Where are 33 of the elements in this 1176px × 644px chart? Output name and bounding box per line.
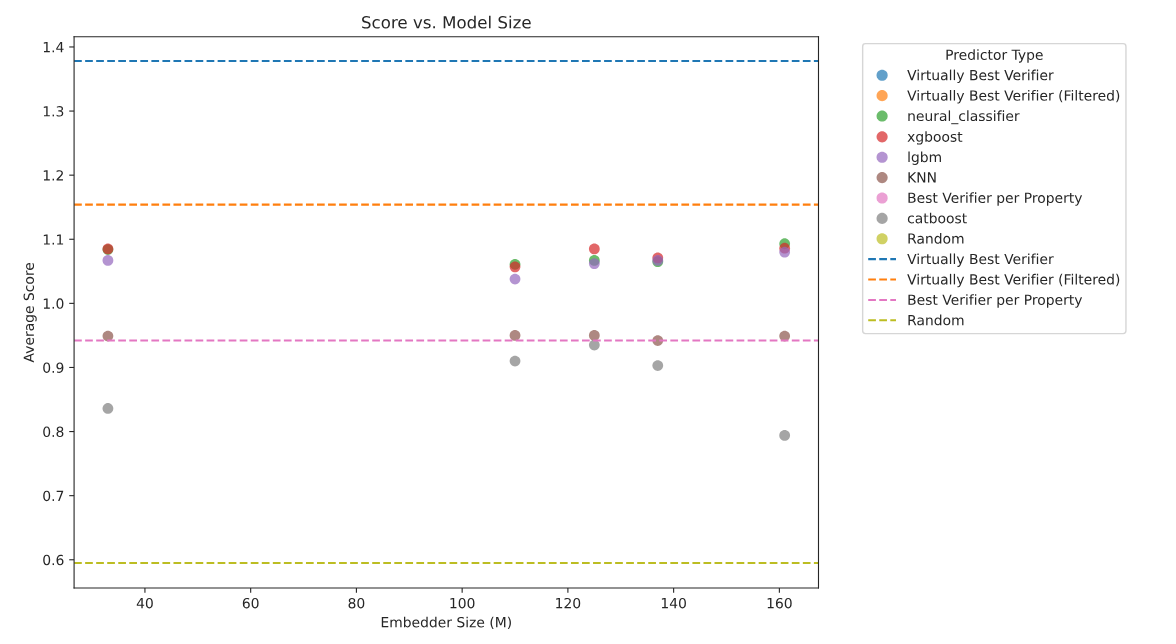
legend-label: Best Verifier per Property [908, 192, 1083, 206]
y-tick-label: 0.7 [43, 490, 64, 502]
legend-label: Virtually Best Verifier [907, 69, 1054, 84]
x-axis-title: Embedder Size (M) [381, 616, 511, 630]
legend-label: Virtually Best Verifier (Filtered) [907, 273, 1120, 288]
y-tick-label: 1.2 [43, 170, 63, 181]
legend-label: Virtually Best Verifier [907, 253, 1054, 267]
legend-label: Best Verifier per Property [908, 294, 1083, 308]
y-tick-label: 0.6 [43, 554, 64, 566]
y-tick-label: 1.3 [43, 106, 64, 117]
x-tick-label: 120 [556, 597, 581, 609]
legend-label: neural_classifier [908, 110, 1020, 125]
legend-label: Virtually Best Verifier (Filtered) [907, 89, 1120, 104]
x-tick-label: 60 [242, 597, 259, 609]
y-tick-label: 1.1 [43, 234, 64, 245]
x-tick-label: 80 [348, 597, 365, 609]
legend-label: catboost [907, 212, 967, 224]
legend-label: xgboost [907, 131, 963, 145]
x-tick-label: 40 [136, 597, 153, 609]
y-tick-label: 1.0 [43, 298, 64, 309]
legend-label: KNN [908, 172, 936, 183]
legend-title: Predictor Type [946, 49, 1043, 63]
y-tick-label: 1.4 [43, 42, 64, 53]
y-tick-label: 0.9 [43, 362, 64, 373]
legend-label: Random [908, 314, 964, 326]
y-tick-label: 0.8 [43, 426, 64, 438]
legend-label: lgbm [908, 151, 941, 165]
legend-label: Random [908, 233, 964, 244]
x-tick-label: 160 [767, 597, 792, 609]
chart-title: Score vs. Model Size [362, 15, 531, 29]
x-tick-label: 100 [450, 597, 475, 609]
y-axis-title: Average Score [23, 262, 37, 363]
x-tick-label: 140 [661, 597, 686, 609]
